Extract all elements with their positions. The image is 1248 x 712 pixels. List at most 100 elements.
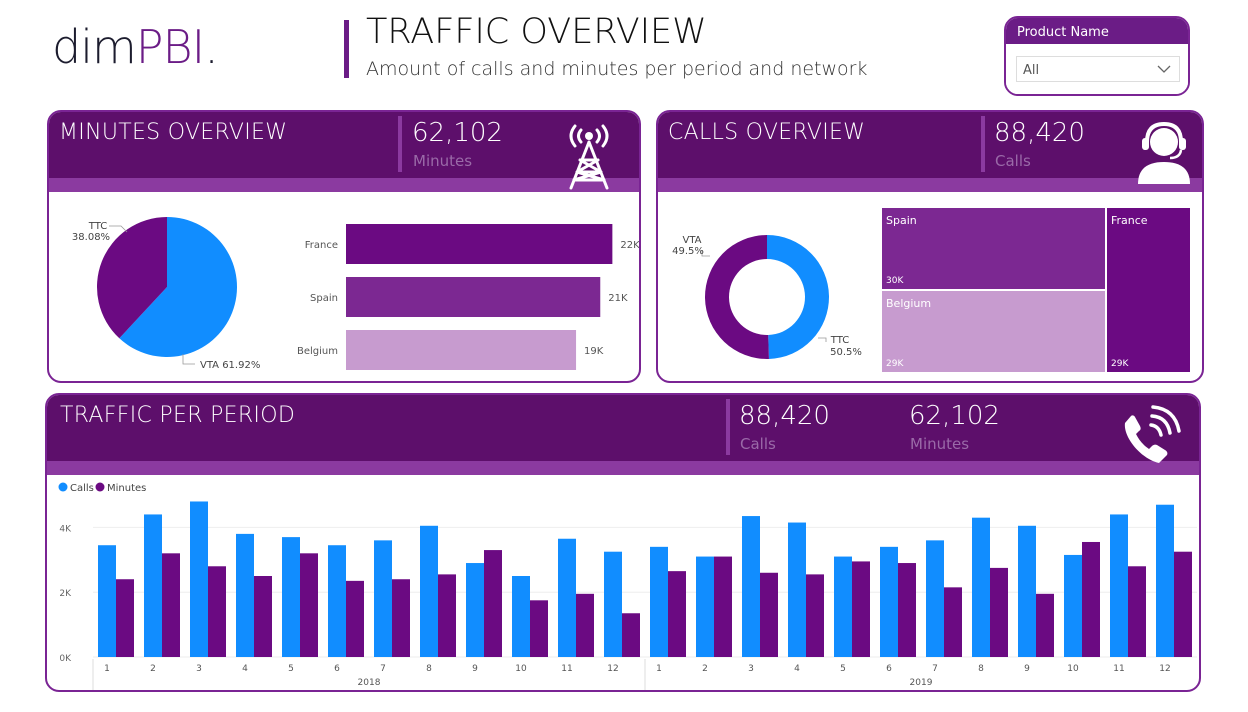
column-minutes[interactable]	[622, 613, 640, 657]
bar-value-label: 19K	[584, 346, 604, 357]
minutes-country-bar-chart: France 22K Spain 21K Belgium 19K	[297, 224, 639, 370]
column-minutes[interactable]	[806, 574, 824, 657]
column-minutes[interactable]	[484, 550, 502, 657]
column-minutes[interactable]	[208, 566, 226, 657]
treemap-tile-france[interactable]	[1107, 208, 1190, 372]
x-tick-label: 7	[932, 664, 938, 674]
treemap-tile-belgium[interactable]	[882, 291, 1105, 372]
bar-belgium[interactable]	[346, 330, 577, 370]
column-minutes[interactable]	[438, 574, 456, 657]
column-minutes[interactable]	[714, 556, 732, 657]
column-minutes[interactable]	[392, 579, 410, 657]
treemap-tile-spain[interactable]	[882, 208, 1105, 289]
traffic-minutes-kpi-value: 62,102	[909, 401, 1000, 431]
y-tick-label: 2K	[59, 589, 72, 599]
x-tick-label: 2	[702, 664, 708, 674]
calls-card-header	[658, 112, 1202, 178]
donut-label-vta-pct: 49.5%	[672, 246, 704, 257]
traffic-calls-kpi-value: 88,420	[739, 401, 830, 431]
column-minutes[interactable]	[668, 571, 686, 657]
column-calls[interactable]	[558, 538, 576, 657]
column-calls[interactable]	[1064, 554, 1082, 657]
column-minutes[interactable]	[1128, 566, 1146, 657]
legend-label: Calls	[70, 483, 94, 494]
slicer-label: Product Name	[1006, 18, 1188, 44]
x-tick-label: 12	[1159, 664, 1170, 674]
x-tick-label: 8	[426, 664, 432, 674]
column-calls[interactable]	[1110, 514, 1128, 657]
donut-label-ttc-pct: 50.5%	[830, 347, 862, 358]
column-minutes[interactable]	[116, 579, 134, 657]
column-calls[interactable]	[972, 517, 990, 657]
logo: dimPBI.	[52, 20, 219, 74]
column-calls[interactable]	[788, 522, 806, 657]
column-calls[interactable]	[190, 501, 208, 657]
slice-ttc[interactable]	[704, 235, 769, 359]
column-calls[interactable]	[466, 563, 484, 657]
column-minutes[interactable]	[944, 587, 962, 657]
column-minutes[interactable]	[760, 572, 778, 657]
calls-kpi-divider	[981, 116, 985, 172]
x-tick-label: 6	[334, 664, 340, 674]
donut-ttc-leader	[818, 337, 827, 342]
slice-vta[interactable]	[119, 217, 237, 357]
x-tick-label: 5	[288, 664, 294, 674]
column-calls[interactable]	[282, 537, 300, 657]
bar-spain[interactable]	[346, 277, 601, 317]
column-calls[interactable]	[742, 516, 760, 657]
column-minutes[interactable]	[1082, 541, 1100, 657]
slice-vta[interactable]	[767, 235, 829, 359]
y-tick-label: 4K	[59, 524, 72, 534]
column-calls[interactable]	[512, 576, 530, 657]
column-minutes[interactable]	[530, 600, 548, 657]
calls-card-band	[658, 178, 1202, 192]
column-calls[interactable]	[328, 545, 346, 657]
calls-overview-card: CALLS OVERVIEW 88,420 Calls VTA 49.5% TT…	[656, 110, 1204, 383]
legend-label: Minutes	[107, 483, 146, 494]
pie-label-ttc-pct: 38.08%	[72, 232, 110, 243]
call-agent-icon	[1138, 121, 1190, 184]
x-tick-label: 5	[840, 664, 846, 674]
column-calls[interactable]	[374, 540, 392, 657]
column-calls[interactable]	[696, 556, 714, 657]
column-minutes[interactable]	[990, 567, 1008, 657]
bar-value-label: 21K	[608, 293, 628, 304]
page-subtitle: Amount of calls and minutes per period a…	[366, 58, 868, 80]
column-minutes[interactable]	[346, 580, 364, 657]
column-minutes[interactable]	[254, 576, 272, 657]
product-name-dropdown[interactable]: All	[1016, 56, 1180, 82]
column-calls[interactable]	[604, 551, 622, 657]
column-calls[interactable]	[880, 546, 898, 657]
minutes-kpi-divider	[398, 116, 402, 172]
column-calls[interactable]	[650, 546, 668, 657]
column-calls[interactable]	[926, 540, 944, 657]
column-calls[interactable]	[834, 556, 852, 657]
bar-category-label: France	[305, 240, 338, 251]
x-tick-label: 9	[1024, 664, 1030, 674]
x-tick-label: 3	[196, 664, 202, 674]
traffic-card-title: TRAFFIC PER PERIOD	[60, 403, 296, 428]
column-minutes[interactable]	[300, 553, 318, 657]
column-calls[interactable]	[1156, 504, 1174, 657]
x-tick-label: 4	[242, 664, 248, 674]
logo-part-dim: dim	[52, 20, 137, 74]
column-calls[interactable]	[420, 525, 438, 657]
product-name-slicer: Product Name All	[1004, 16, 1190, 96]
x-tick-label: 8	[978, 664, 984, 674]
column-calls[interactable]	[1018, 525, 1036, 657]
minutes-kpi-label: Minutes	[413, 152, 473, 170]
treemap-tile-name: Spain	[886, 214, 917, 227]
column-minutes[interactable]	[1036, 593, 1054, 657]
slice-ttc[interactable]	[97, 217, 167, 339]
x-tick-label: 12	[607, 664, 618, 674]
column-calls[interactable]	[144, 514, 162, 657]
treemap-tile-name: France	[1111, 214, 1148, 227]
column-minutes[interactable]	[898, 563, 916, 657]
column-minutes[interactable]	[162, 553, 180, 657]
column-minutes[interactable]	[852, 561, 870, 657]
column-calls[interactable]	[98, 545, 116, 657]
bar-france[interactable]	[346, 224, 613, 264]
column-calls[interactable]	[236, 533, 254, 657]
column-minutes[interactable]	[576, 593, 594, 657]
column-minutes[interactable]	[1174, 551, 1192, 657]
